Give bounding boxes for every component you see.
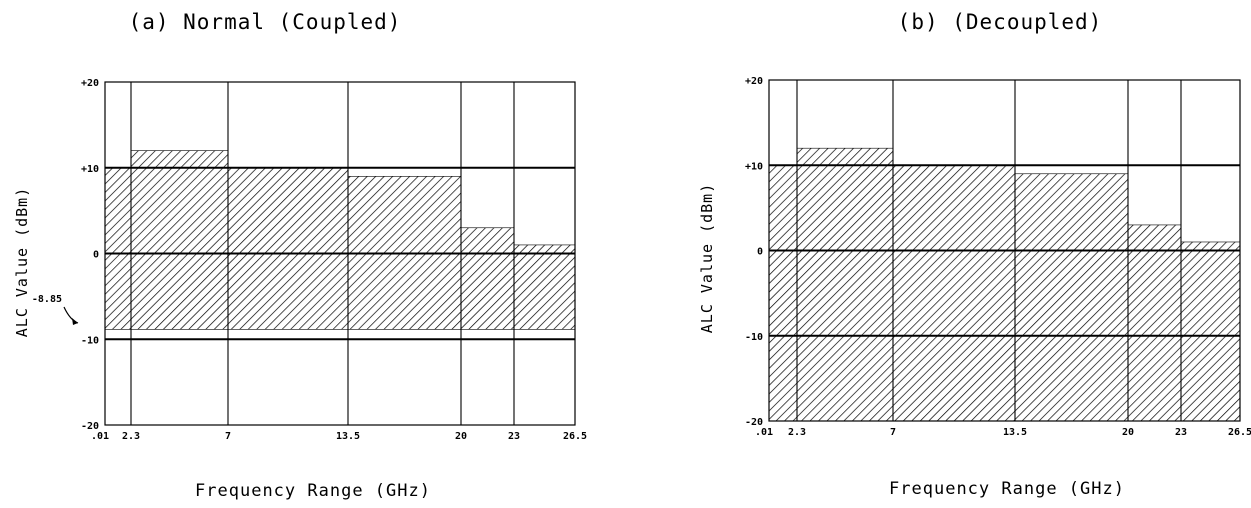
panel-b-band-2: [796, 147, 894, 422]
panel-b-y-tick-label: 0: [757, 247, 763, 258]
panel-b: (b) (Decoupled) +20 +10 0 -10 -20 .01 2.3 7 13.…: [698, 10, 1251, 499]
panel-b-band-4: [1014, 173, 1129, 422]
panel-a-x-tick-label: .01: [91, 431, 109, 442]
panel-b-y-tick-label: +20: [745, 76, 763, 87]
panel-a-y-ticks: +20 +10 0 -10 -20: [81, 78, 99, 432]
panel-a-x-ticks: .01 2.3 7 13.5 20 23 26.5: [91, 431, 587, 442]
panel-a-annotation-label: -8.85: [32, 294, 62, 305]
panel-a-y-tick-label: -20: [81, 421, 99, 432]
panel-a-band-5: [460, 227, 515, 330]
panel-a-y-tick-label: +10: [81, 164, 99, 175]
panel-b-y-tick-label: +10: [745, 161, 763, 172]
panel-b-x-axis-label: Frequency Range (GHz): [889, 479, 1125, 499]
panel-a-band-6: [513, 244, 576, 330]
panel-a-band-2: [130, 150, 229, 330]
panel-b-x-tick-label: 20: [1122, 427, 1134, 438]
panel-b-x-tick-label: 23: [1175, 427, 1187, 438]
panel-b-y-ticks: +20 +10 0 -10 -20: [745, 76, 763, 428]
panel-b-grid: [768, 79, 1241, 422]
panel-a-x-tick-label: 13.5: [336, 431, 360, 442]
panel-b-band-6: [1180, 241, 1241, 422]
panel-a-annotation-arrowhead: [72, 318, 78, 325]
panel-b-y-tick-label: -20: [745, 417, 763, 428]
panel-b-x-tick-label: 13.5: [1003, 427, 1027, 438]
panel-b-x-tick-label: 26.5: [1228, 427, 1251, 438]
panel-b-y-tick-label: -10: [745, 332, 763, 343]
panel-a-fill-layer: [104, 150, 576, 330]
panel-b-x-tick-label: 7: [890, 427, 896, 438]
panel-a-x-tick-label: 2.3: [122, 431, 140, 442]
panel-b-y-axis-label: ALC Value (dBm): [698, 183, 716, 333]
panel-b-band-5: [1127, 224, 1182, 422]
panel-a-x-tick-label: 23: [508, 431, 520, 442]
panel-a-x-axis-label: Frequency Range (GHz): [195, 481, 431, 501]
panel-a-y-tick-label: -10: [81, 335, 99, 346]
panel-a-y-axis-label: ALC Value (dBm): [13, 187, 31, 337]
panel-a-annotation-arrow: [63, 306, 79, 324]
panel-a-y-tick-label: +20: [81, 78, 99, 89]
panel-a-band-3: [227, 167, 349, 330]
panel-b-band-1: [768, 164, 798, 422]
panel-a-x-tick-label: 20: [455, 431, 467, 442]
panel-a-y-tick-label: 0: [93, 250, 99, 261]
panel-b-title: (b) (Decoupled): [898, 10, 1103, 34]
panel-a-x-tick-label: 26.5: [563, 431, 587, 442]
panel-a-grid: [104, 81, 576, 426]
panel-b-x-tick-label: 2.3: [788, 427, 806, 438]
panel-a-band-1: [104, 167, 132, 330]
panel-a: (a) Normal (Coupled) +20 +10 0 -10 -20 .01 2.…: [13, 10, 587, 501]
panel-b-band-3: [892, 164, 1016, 422]
panel-a-x-tick-label: 7: [225, 431, 231, 442]
panel-b-fill-layer: [768, 147, 1241, 422]
panel-b-x-ticks: .01 2.3 7 13.5 20 23 26.5: [755, 427, 1251, 438]
panel-a-title: (a) Normal (Coupled): [129, 10, 402, 34]
panel-b-x-tick-label: .01: [755, 427, 773, 438]
